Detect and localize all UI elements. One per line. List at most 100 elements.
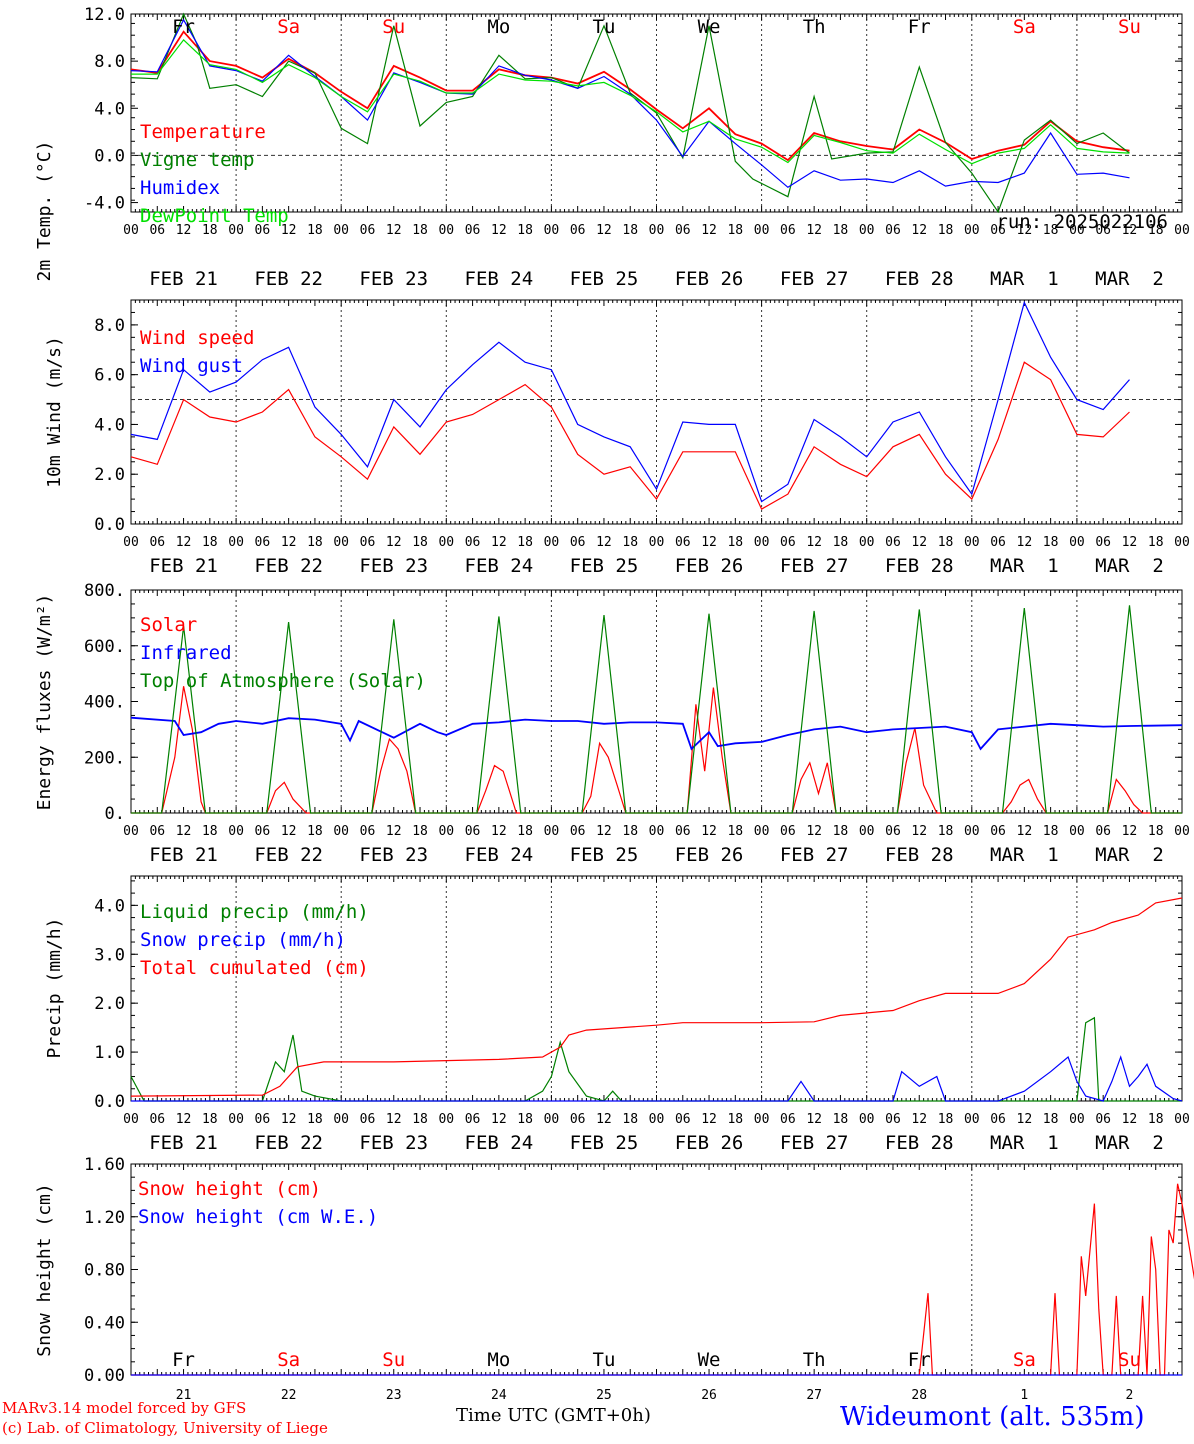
hour-label: 06 xyxy=(1095,223,1111,238)
hour-label: 18 xyxy=(1043,535,1059,550)
hour-label: 00 xyxy=(754,1112,770,1127)
date-label: FEB 26 xyxy=(675,844,744,866)
legend-entry: Top of Atmosphere (Solar) xyxy=(140,670,426,692)
hour-label: 18 xyxy=(517,824,533,839)
hour-label: 18 xyxy=(1148,535,1164,550)
hour-label: 18 xyxy=(1043,824,1059,839)
hour-label: 06 xyxy=(990,535,1006,550)
hour-label: 00 xyxy=(123,1112,139,1127)
hour-label: 12 xyxy=(701,223,717,238)
footer-lab: (c) Lab. of Climatology, University of L… xyxy=(2,1419,328,1437)
y-tick-label: 1.60 xyxy=(84,1155,125,1175)
hour-label: 18 xyxy=(517,1112,533,1127)
legend-entry: Infrared xyxy=(140,642,232,664)
hour-label: 00 xyxy=(859,223,875,238)
day-number-label: 21 xyxy=(176,1388,192,1403)
hour-label: 12 xyxy=(1122,535,1138,550)
day-number-label: 27 xyxy=(806,1388,822,1403)
legend-entry: Humidex xyxy=(140,177,220,199)
hour-label: 00 xyxy=(1174,824,1190,839)
hour-label: 18 xyxy=(307,1112,323,1127)
hour-label: 06 xyxy=(360,824,376,839)
hour-label: 12 xyxy=(806,1112,822,1127)
y-tick-label: 800. xyxy=(84,581,125,601)
hour-label: 12 xyxy=(176,223,192,238)
hour-label: 18 xyxy=(727,1112,743,1127)
hour-label: 06 xyxy=(149,223,165,238)
date-label: FEB 22 xyxy=(254,268,323,290)
hour-label: 18 xyxy=(307,223,323,238)
y-tick-label: 0.0 xyxy=(94,1092,125,1112)
series-wind-speed xyxy=(130,361,1130,510)
hour-label: 00 xyxy=(754,535,770,550)
y-tick-label: 0.0 xyxy=(94,146,125,166)
weekday-label: Fr xyxy=(908,16,931,38)
hour-label: 06 xyxy=(885,223,901,238)
day-number-label: 1 xyxy=(1020,1388,1028,1403)
hour-label: 18 xyxy=(412,535,428,550)
hour-label: 00 xyxy=(649,535,665,550)
weekday-label-bottom: Sa xyxy=(277,1349,300,1371)
date-label: MAR 2 xyxy=(1095,555,1164,577)
panel-wind: 8.0 6.0 4.0 2.0 0.0 10m Wind (m/s) Wind speed W… xyxy=(44,299,1190,577)
hour-label: 00 xyxy=(1069,223,1085,238)
hour-label: 00 xyxy=(123,535,139,550)
series-temperature xyxy=(130,30,1130,162)
date-label: FEB 27 xyxy=(780,844,849,866)
weekday-label-bottom: Sa xyxy=(1013,1349,1036,1371)
y-tick-label: 0.80 xyxy=(84,1261,125,1281)
hour-label: 12 xyxy=(911,535,927,550)
hour-label: 00 xyxy=(964,535,980,550)
hour-label: 18 xyxy=(307,824,323,839)
hour-label: 18 xyxy=(202,824,218,839)
hour-label: 12 xyxy=(176,535,192,550)
series-top-of-atmosphere-solar xyxy=(131,605,1182,814)
weekday-label-bottom: Fr xyxy=(908,1349,931,1371)
date-label: FEB 22 xyxy=(254,555,323,577)
legend-entry: Total cumulated (cm) xyxy=(140,957,369,979)
hour-label: 00 xyxy=(859,824,875,839)
hour-label: 12 xyxy=(176,1112,192,1127)
date-label: FEB 23 xyxy=(359,555,428,577)
hour-label: 18 xyxy=(938,824,954,839)
hour-label: 06 xyxy=(570,535,586,550)
hour-label: 06 xyxy=(1095,535,1111,550)
hour-label: 18 xyxy=(938,535,954,550)
y-axis-label: Snow height (cm) xyxy=(34,1183,55,1356)
hour-label: 06 xyxy=(255,824,271,839)
hour-label: 06 xyxy=(360,1112,376,1127)
hour-label: 00 xyxy=(438,535,454,550)
hour-label: 18 xyxy=(412,223,428,238)
weekday-label: Su xyxy=(382,16,405,38)
weekday-label: Sa xyxy=(1013,16,1036,38)
hour-label: 06 xyxy=(465,1112,481,1127)
date-label: MAR 2 xyxy=(1095,844,1164,866)
hour-label: 18 xyxy=(833,535,849,550)
hour-label: 06 xyxy=(885,824,901,839)
hour-label: 00 xyxy=(649,223,665,238)
hour-label: 00 xyxy=(123,824,139,839)
hour-label: 12 xyxy=(1122,223,1138,238)
y-tick-label: 2.0 xyxy=(94,465,125,485)
time-axis-label: Time UTC (GMT+0h) xyxy=(456,1405,651,1426)
hour-label: 06 xyxy=(990,824,1006,839)
date-label: FEB 25 xyxy=(570,555,639,577)
hour-label: 18 xyxy=(202,1112,218,1127)
hour-label: 00 xyxy=(544,223,560,238)
day-number-label: 23 xyxy=(386,1388,402,1403)
hour-label: 00 xyxy=(228,1112,244,1127)
hour-label: 18 xyxy=(622,223,638,238)
series-dewpoint-temp xyxy=(131,39,1130,165)
day-number-label: 25 xyxy=(596,1388,612,1403)
hour-label: 06 xyxy=(885,535,901,550)
hour-label: 06 xyxy=(780,223,796,238)
hour-label: 06 xyxy=(465,223,481,238)
y-axis-label: Precip (mm/h) xyxy=(44,918,65,1059)
y-tick-label: 8.0 xyxy=(94,316,125,336)
y-tick-label: 200. xyxy=(84,748,125,768)
legend-entry: Snow precip (mm/h) xyxy=(140,929,346,951)
hour-label: 12 xyxy=(701,535,717,550)
hour-label: 00 xyxy=(964,824,980,839)
